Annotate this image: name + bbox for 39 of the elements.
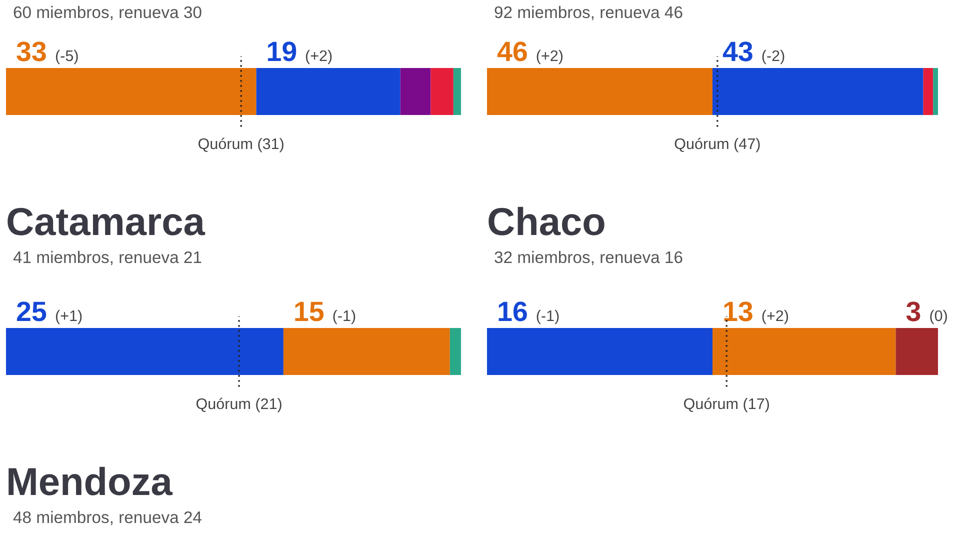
text: (-1) [536, 310, 559, 324]
ref-line-label: Quórum (21) [196, 398, 282, 412]
text: (+2) [536, 50, 563, 64]
bar [487, 68, 712, 115]
bar [933, 68, 938, 115]
text: Mendoza [8, 466, 173, 496]
bar [430, 68, 454, 115]
data-label: 43 [722, 42, 752, 62]
text: (-5) [56, 50, 78, 64]
ref-line-label: Quórum (17) [684, 398, 769, 412]
bar [400, 68, 431, 115]
chart-subtitle: 92 miembros, renueva 46 [494, 6, 682, 20]
data-label: 13 [724, 302, 752, 322]
chart-title: Chaco [488, 206, 604, 236]
data-label: 15 [295, 302, 324, 322]
bar [256, 68, 400, 115]
ref-line-label: Quórum (31) [198, 138, 284, 152]
text: (0) [930, 310, 947, 324]
chart-subtitle: 32 miembros, renueva 16 [494, 250, 682, 266]
ref-line-label: Quórum (47) [674, 138, 760, 152]
chart-title: Catamarca [8, 208, 206, 236]
text: 48 miembros, renueva 24 [13, 510, 202, 526]
text: (+2) [306, 50, 332, 64]
data-label: 3 [906, 302, 920, 322]
bar [712, 68, 924, 115]
chart-subtitle: 41 miembros, renueva 21 [13, 250, 202, 266]
text: (+2) [762, 310, 788, 324]
chart-subtitle: 60 miembros, renueva 30 [14, 6, 202, 20]
text: (-1) [333, 310, 356, 324]
bar [923, 68, 934, 115]
bar [453, 68, 461, 115]
data-label: 16 [498, 302, 527, 322]
data-label: 19 [268, 42, 296, 62]
data-label: 25 [16, 302, 46, 322]
text: (-2) [762, 50, 784, 64]
text: (+1) [56, 310, 82, 324]
bar [6, 68, 256, 115]
data-label: 33 [16, 42, 46, 62]
data-label: 46 [497, 42, 527, 62]
